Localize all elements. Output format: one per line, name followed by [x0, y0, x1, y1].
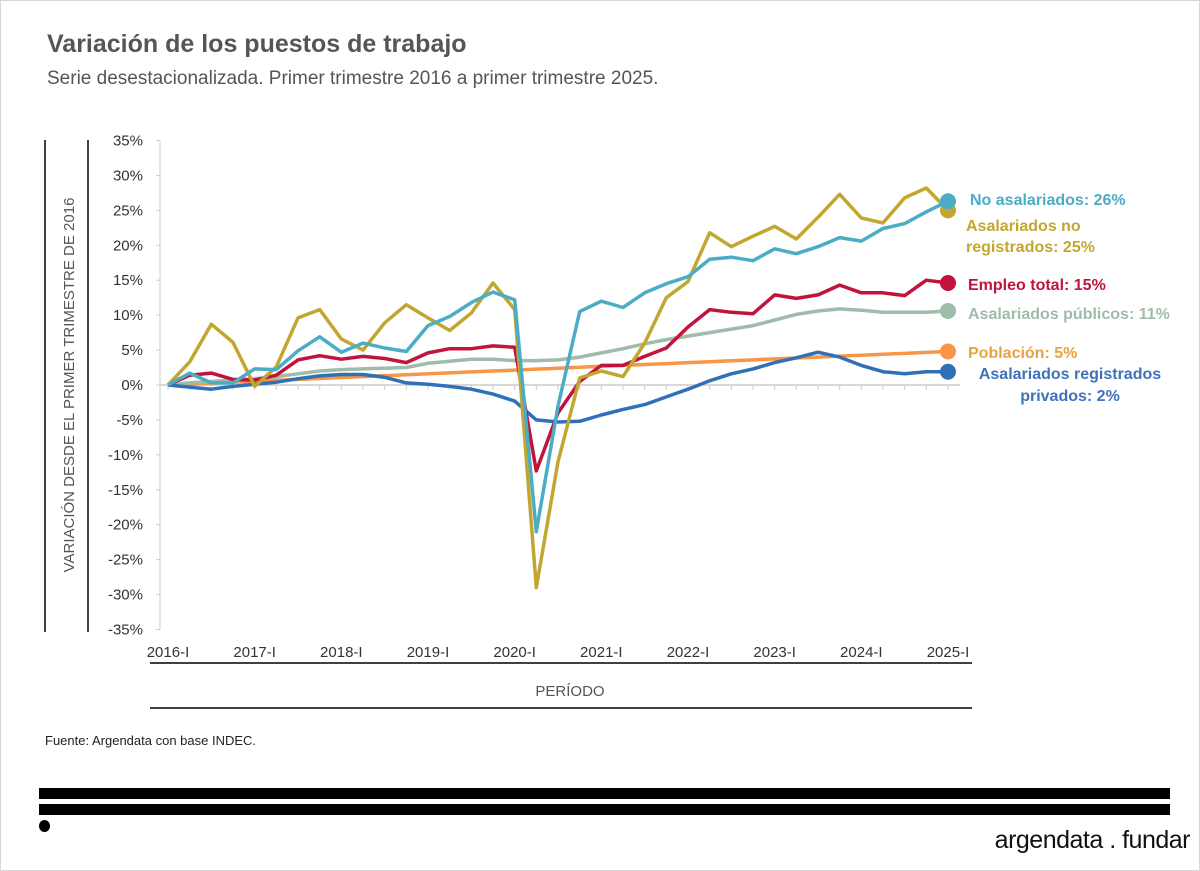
x-tick-label: 2023-I [753, 644, 796, 661]
y-tick-label: -35% [108, 622, 143, 639]
label-publicos: Asalariados públicos: 11% [968, 306, 1170, 323]
y-tick-label: 5% [121, 342, 143, 359]
brand-dot [39, 820, 50, 832]
y-tick-label: 35% [113, 133, 143, 150]
x-tick-label: 2024-I [840, 644, 883, 661]
y-tick-label: 30% [113, 167, 143, 184]
y-tick-label: 10% [113, 307, 143, 324]
x-tick-label: 2025-I [927, 644, 970, 661]
series-line-no-asalariados [167, 199, 949, 534]
y-tick-label: -5% [116, 412, 143, 429]
series-line-asalariados-públicos [167, 307, 949, 387]
brand-bar-2 [39, 804, 1170, 815]
end-dot [940, 193, 956, 210]
y-tick-label: -25% [108, 552, 143, 569]
x-tick-label: 2016-I [147, 644, 190, 661]
y-tick-label: -10% [108, 447, 143, 464]
label-empleo-total: Empleo total: 15% [968, 277, 1106, 294]
y-tick-label: 20% [113, 237, 143, 254]
label-no-registrados-1: Asalariados no [966, 218, 1081, 235]
x-tick-label: 2022-I [667, 644, 710, 661]
end-dot [940, 275, 956, 292]
end-dot [940, 343, 956, 360]
x-tick-label: 2020-I [493, 644, 536, 661]
y-tick-label: 25% [113, 202, 143, 219]
label-no-asalariados: No asalariados: 26% [970, 192, 1126, 209]
series-line-asalariados-no-registrados [166, 186, 950, 590]
label-no-registrados-2: registrados: 25% [966, 239, 1095, 256]
brand-logo: argendata . fundar [994, 826, 1191, 854]
x-axis-label: PERÍODO [535, 683, 604, 700]
source-note: Fuente: Argendata con base INDEC. [45, 733, 257, 748]
y-tick-label: -20% [108, 517, 143, 534]
series-line-asalariados-registrados-privados [167, 350, 948, 424]
label-privados-1: Asalariados registrados [979, 366, 1161, 383]
x-tick-label: 2019-I [407, 644, 450, 661]
end-dot [940, 302, 956, 319]
y-axis-label: VARIACIÓN DESDE EL PRIMER TRIMESTRE DE 2… [61, 198, 78, 573]
label-privados-2: privados: 2% [1020, 388, 1120, 405]
label-poblacion: Población: 5% [968, 345, 1077, 362]
chart-subtitle: Serie desestacionalizada. Primer trimest… [47, 68, 659, 89]
y-tick-label: 15% [113, 272, 143, 289]
x-tick-label: 2018-I [320, 644, 363, 661]
brand-bar-1 [39, 788, 1170, 799]
x-tick-label: 2017-I [233, 644, 276, 661]
x-tick-label: 2021-I [580, 644, 623, 661]
chart-title: Variación de los puestos de trabajo [47, 30, 467, 58]
end-dot [940, 363, 956, 380]
y-tick-label: -15% [108, 482, 143, 499]
y-tick-label: 0% [121, 377, 143, 394]
y-tick-label: -30% [108, 587, 143, 604]
